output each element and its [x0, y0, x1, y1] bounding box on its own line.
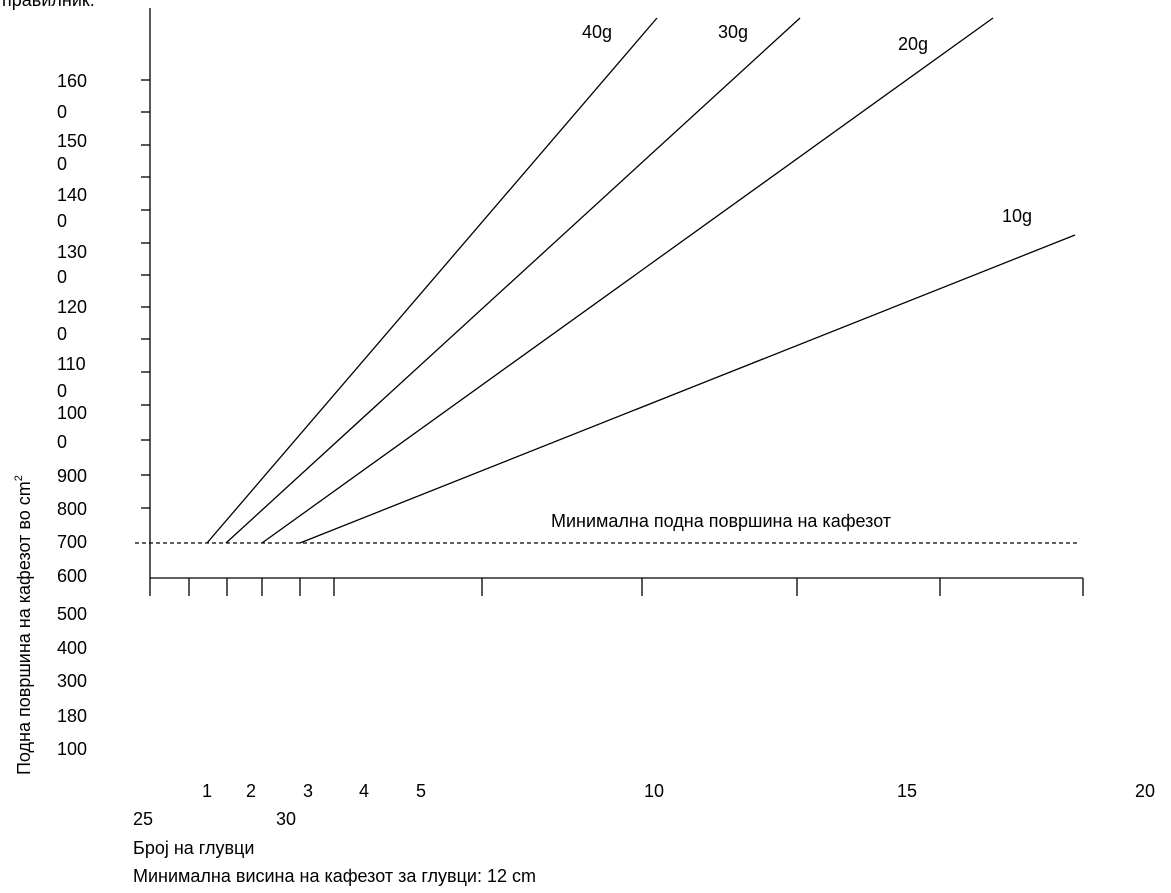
y-axis-title: Подна површина на кафезот во cm2 [13, 475, 34, 775]
x-axis-note: Минимална висина на кафезот за глувци: 1… [133, 866, 536, 886]
line-20g [261, 17, 994, 544]
line-label: 10g [1002, 206, 1032, 226]
y-tick-label: 150 [57, 131, 87, 151]
x-tick-label: 1 [202, 781, 212, 801]
x-tick-label: 20 [1135, 781, 1155, 801]
line-label: 20g [898, 34, 928, 54]
minimum-label: Минимална подна површина на кафезот [551, 511, 891, 531]
x-tick-label: 3 [303, 781, 313, 801]
y-tick-label: 0 [57, 154, 67, 174]
line-30g [225, 17, 801, 544]
x-tick-label: 4 [359, 781, 369, 801]
line-10g [299, 234, 1076, 544]
y-title-text: Подна површина на кафезот во cm [14, 481, 34, 775]
axes [135, 8, 1083, 579]
line-label: 30g [718, 22, 748, 42]
y-tick-label: 800 [57, 499, 87, 519]
x-tick-label: 10 [644, 781, 664, 801]
y-tick-label: 300 [57, 671, 87, 691]
y-tick-label: 0 [57, 381, 67, 401]
y-title-sup: 2 [13, 475, 25, 481]
y-tick-label: 110 [57, 354, 86, 374]
y-tick-label: 700 [57, 532, 87, 552]
cut-text: правилник: [2, 0, 95, 10]
x-axis-title: Број на глувци [133, 838, 254, 858]
y-tick-label: 400 [57, 638, 87, 658]
y-tick-label: 0 [57, 211, 67, 231]
x-tick-label: 2 [246, 781, 256, 801]
y-tick-label: 160 [57, 71, 87, 91]
curves [206, 17, 1076, 544]
y-tick-label: 500 [57, 604, 87, 624]
y-tick-label: 130 [57, 242, 87, 262]
x-tick-label: 25 [133, 809, 153, 829]
y-tick-label: 100 [57, 739, 87, 759]
y-tick-label: 0 [57, 324, 67, 344]
y-tick-label: 100 [57, 403, 87, 423]
y-tick-label: 0 [57, 432, 67, 452]
x-tick-label: 15 [897, 781, 917, 801]
y-tick-label: 180 [57, 706, 87, 726]
x-tick-label: 30 [276, 809, 296, 829]
y-tick-label: 900 [57, 466, 87, 486]
line-40g [206, 17, 658, 544]
y-tick-label: 0 [57, 102, 67, 122]
x-tick-label: 5 [416, 781, 426, 801]
y-tick-label: 600 [57, 566, 87, 586]
y-tick-label: 0 [57, 267, 67, 287]
line-label: 40g [582, 22, 612, 42]
y-tick-label: 120 [57, 297, 87, 317]
y-tick-label: 140 [57, 185, 87, 205]
